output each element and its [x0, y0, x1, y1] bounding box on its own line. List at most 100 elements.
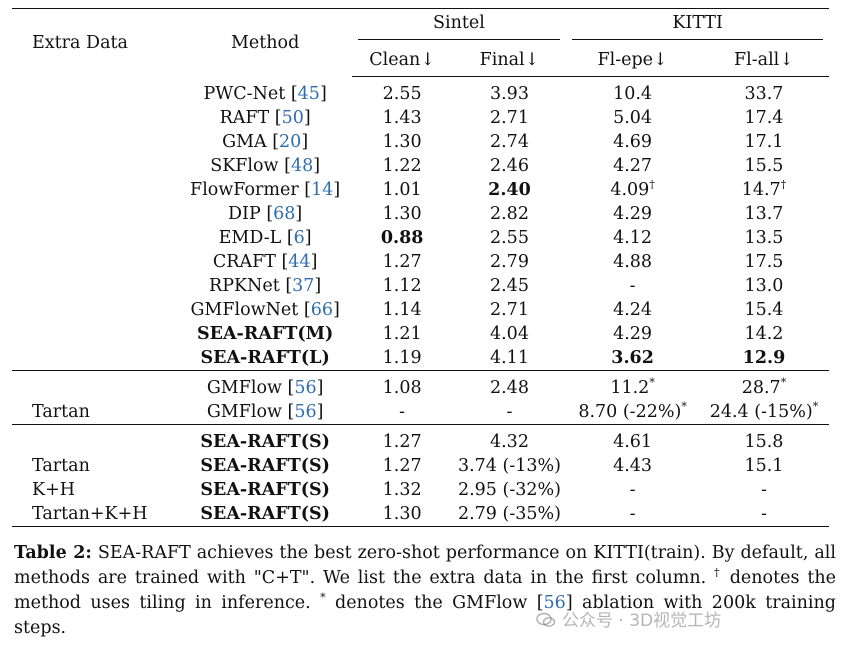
cell-extra-data [12, 322, 179, 346]
caption-citation-link[interactable]: 56 [543, 593, 566, 613]
value-final: 4.11 [489, 348, 529, 368]
caption-label: Table 2: [14, 543, 92, 563]
cell-method: PWC-Net [45] [179, 77, 352, 107]
table-row: Tartan SEA-RAFT(S) 1.27 3.74 (-13%) 4.43 15.1 [12, 454, 829, 478]
citation-link[interactable]: 20 [279, 132, 302, 152]
cell-final: 2.48 [453, 371, 567, 401]
method-name: CRAFT [212, 252, 282, 272]
cell-extra-data [12, 371, 179, 401]
cell-clean: 1.14 [352, 298, 453, 322]
cell-clean: 1.19 [351, 346, 453, 371]
method-name: GMFlow [206, 378, 288, 398]
method-name: SKFlow [210, 156, 285, 176]
cell-clean: 0.88 [352, 226, 453, 250]
cell-fl-all: 28.7* [699, 371, 829, 401]
citation-link[interactable]: 56 [294, 402, 317, 422]
cell-final: 4.32 [453, 425, 567, 455]
value-clean: 1.22 [382, 156, 422, 176]
method-name: GMFlowNet [190, 300, 304, 320]
value-fl-all: 33.7 [744, 84, 784, 104]
cell-final: 2.55 [453, 226, 567, 250]
cell-method: GMFlowNet [66] [179, 298, 352, 322]
citation-link[interactable]: 37 [292, 276, 315, 296]
header-fl-epe: Fl-epe↓ [566, 43, 699, 77]
cell-fl-epe: 3.62 [566, 346, 699, 371]
cell-fl-epe: 4.29 [566, 202, 699, 226]
table-section-baselines: PWC-Net [45] 2.55 3.93 10.4 33.7 RAFT [50] 1.4… [12, 77, 829, 371]
citation-link[interactable]: 50 [281, 108, 304, 128]
value-fl-epe: 4.88 [613, 252, 653, 272]
cell-final: 2.46 [453, 154, 567, 178]
citation-link[interactable]: 6 [293, 228, 305, 248]
caption-text-1: SEA-RAFT achieves the best zero-shot per… [14, 543, 836, 588]
bracket-open: [ [284, 156, 291, 176]
table-section-sea-raft-s: SEA-RAFT(S) 1.27 4.32 4.61 15.8 Tartan SEA-RAF… [12, 425, 829, 527]
cell-fl-epe: 4.12 [566, 226, 699, 250]
value-fl-epe: 4.27 [613, 156, 653, 176]
value-clean: 1.30 [382, 504, 422, 524]
table-row: DIP [68] 1.30 2.82 4.29 13.7 [12, 202, 829, 226]
value-clean: 1.21 [382, 324, 422, 344]
cell-method: RPKNet [37] [179, 274, 352, 298]
cell-fl-epe: 4.24 [566, 298, 699, 322]
value-fl-all: 15.5 [744, 156, 784, 176]
footnote-mark: * [780, 376, 787, 390]
cell-fl-all: 15.8 [699, 425, 829, 455]
cell-extra-data [12, 425, 179, 455]
cell-fl-epe: 4.69 [566, 130, 699, 154]
bracket-open: [ [290, 83, 298, 104]
cell-clean: - [351, 400, 453, 425]
method-name: SEA-RAFT(S) [200, 456, 330, 476]
citation-link[interactable]: 45 [297, 83, 320, 104]
value-final: 2.48 [489, 378, 529, 398]
bracket-close: ] [295, 204, 303, 224]
cell-final: 2.79 (-35%) [452, 502, 567, 527]
method-name: GMFlow [206, 402, 288, 422]
cell-fl-all: 17.4 [699, 106, 829, 130]
header-group-sintel: Sintel [357, 13, 561, 40]
cell-extra-data [12, 178, 179, 202]
method-name: SEA-RAFT(S) [200, 480, 330, 500]
method-name: EMD-L [218, 228, 287, 248]
bracket-close: ] [333, 180, 341, 200]
value-fl-epe: 4.24 [613, 300, 653, 320]
cell-method: CRAFT [44] [179, 250, 352, 274]
cell-fl-all: 33.7 [699, 77, 829, 107]
value-fl-epe: 3.62 [611, 348, 654, 368]
method-name: GMA [222, 132, 273, 152]
citation-link[interactable]: 48 [290, 156, 314, 176]
cell-fl-all: 17.5 [699, 250, 829, 274]
bracket-close: ] [310, 252, 318, 272]
cell-fl-all: 14.7† [699, 178, 829, 202]
bracket-open: [ [304, 180, 312, 200]
citation-link[interactable]: 66 [310, 300, 333, 320]
value-final: 3.74 (-13%) [457, 456, 561, 476]
caption-text-4: ablation with 200k training steps. [14, 593, 836, 638]
watermark-text: 公众号 · 3D视觉工坊 [562, 611, 722, 631]
value-fl-all: 13.5 [744, 228, 784, 248]
citation-link[interactable]: 68 [273, 204, 296, 224]
header-group-kitti: KITTI [572, 13, 823, 40]
table-row: SEA-RAFT(S) 1.27 4.32 4.61 15.8 [12, 425, 829, 455]
cell-method: SEA-RAFT(S) [179, 425, 352, 455]
value-final: 2.74 [489, 132, 529, 152]
value-clean: 1.19 [382, 348, 422, 368]
value-fl-epe: - [629, 480, 636, 500]
bracket-close: ] [303, 108, 311, 128]
method-name: SEA-RAFT(M) [196, 324, 334, 344]
table-row: EMD-L [6] 0.88 2.55 4.12 13.5 [12, 226, 829, 250]
citation-link[interactable]: 56 [294, 378, 317, 398]
cell-extra-data [12, 154, 179, 178]
cell-final: 2.71 [453, 106, 567, 130]
value-fl-all: 15.8 [744, 432, 784, 452]
bracket-close: ] [301, 132, 309, 152]
citation-link[interactable]: 44 [288, 252, 311, 272]
cell-extra-data [12, 77, 179, 107]
citation-link[interactable]: 14 [311, 180, 334, 200]
cell-fl-all: 15.4 [699, 298, 829, 322]
value-fl-epe: 11.2 [610, 378, 650, 398]
cell-fl-all: 13.0 [699, 274, 829, 298]
header-clean: Clean↓ [351, 43, 453, 77]
cell-fl-all: 17.1 [699, 130, 829, 154]
bracket-open: [ [286, 228, 294, 248]
